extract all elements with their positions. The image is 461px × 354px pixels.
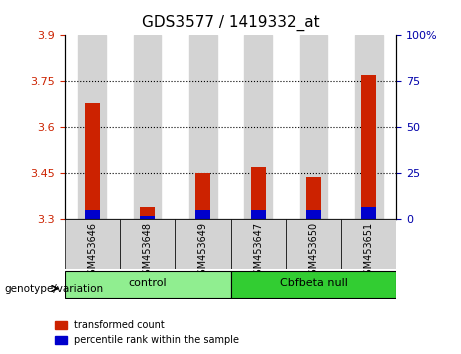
Text: control: control — [128, 279, 167, 289]
Text: GSM453646: GSM453646 — [87, 222, 97, 281]
FancyBboxPatch shape — [230, 219, 286, 269]
Text: genotype/variation: genotype/variation — [5, 284, 104, 293]
Bar — [85, 210, 100, 219]
Title: GDS3577 / 1419332_at: GDS3577 / 1419332_at — [142, 15, 319, 31]
FancyBboxPatch shape — [65, 270, 230, 298]
Text: GSM453649: GSM453649 — [198, 222, 208, 281]
FancyBboxPatch shape — [286, 219, 341, 269]
Bar — [85, 103, 100, 219]
Bar — [355, 35, 383, 219]
Bar — [140, 207, 155, 219]
Text: GSM453650: GSM453650 — [308, 222, 319, 281]
Bar — [306, 177, 321, 219]
Bar — [140, 216, 155, 219]
Bar — [134, 35, 161, 219]
Bar — [361, 207, 376, 219]
Bar — [361, 75, 376, 219]
Bar — [250, 210, 266, 219]
Bar — [300, 35, 327, 219]
Bar — [195, 173, 210, 219]
Bar — [244, 35, 272, 219]
Bar — [306, 210, 321, 219]
FancyBboxPatch shape — [341, 219, 396, 269]
Bar — [189, 35, 217, 219]
Text: GSM453651: GSM453651 — [364, 222, 374, 281]
FancyBboxPatch shape — [120, 219, 175, 269]
Legend: transformed count, percentile rank within the sample: transformed count, percentile rank withi… — [51, 316, 243, 349]
Bar — [195, 210, 210, 219]
Bar — [78, 35, 106, 219]
FancyBboxPatch shape — [230, 270, 396, 298]
FancyBboxPatch shape — [175, 219, 230, 269]
Text: GSM453647: GSM453647 — [253, 222, 263, 281]
FancyBboxPatch shape — [65, 219, 120, 269]
Text: GSM453648: GSM453648 — [142, 222, 153, 281]
Text: Cbfbeta null: Cbfbeta null — [279, 279, 348, 289]
Bar — [250, 167, 266, 219]
